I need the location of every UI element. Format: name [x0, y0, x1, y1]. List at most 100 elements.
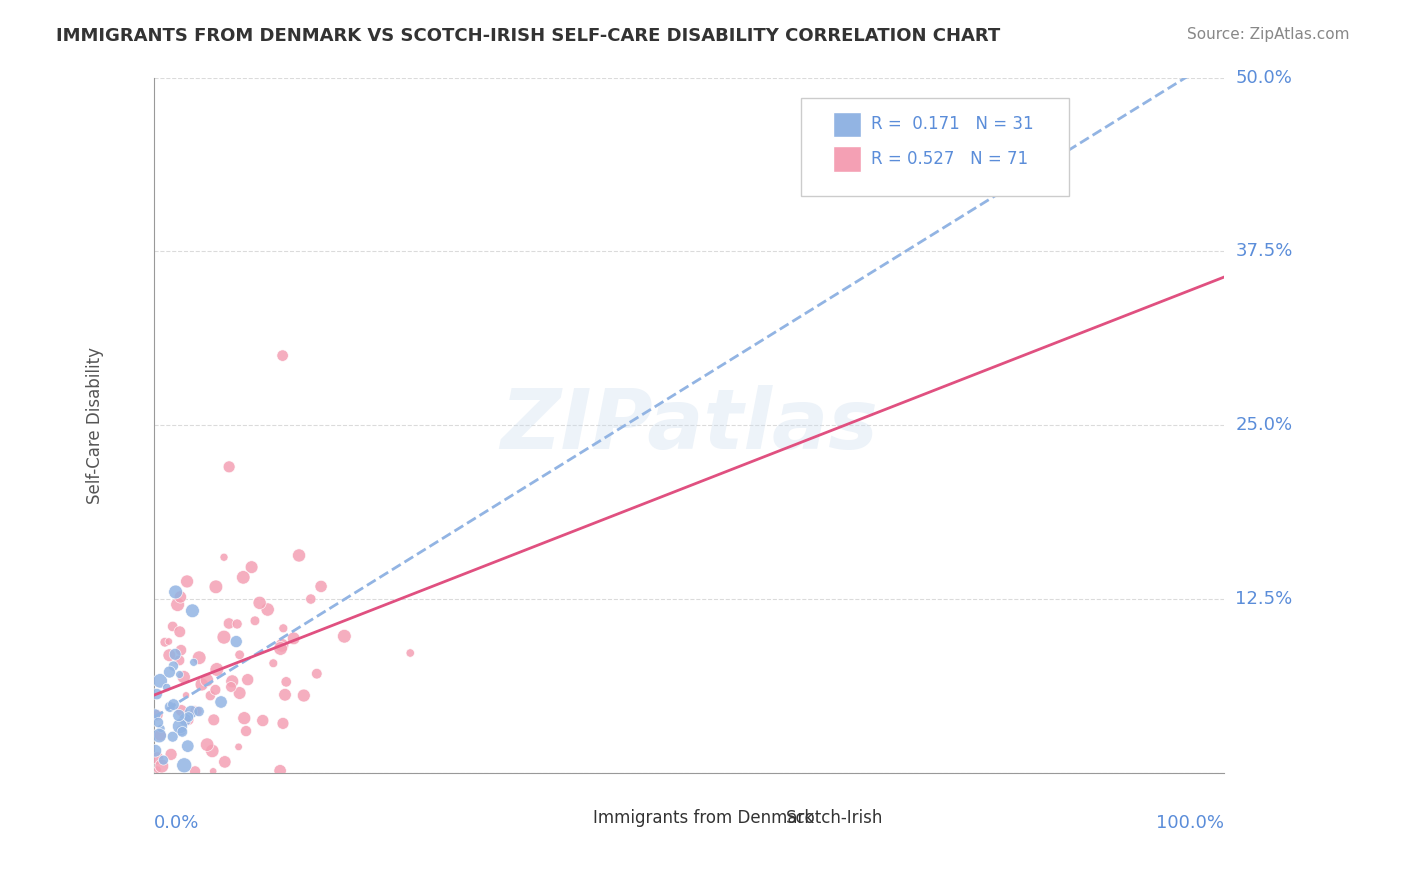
- Point: [228, 648, 250, 662]
- Point: [146, 763, 169, 777]
- Point: [170, 643, 193, 657]
- Point: [218, 616, 240, 631]
- Text: R =  0.171   N = 31: R = 0.171 N = 31: [872, 115, 1033, 133]
- Point: [232, 570, 254, 584]
- Point: [170, 723, 193, 738]
- Point: [219, 680, 242, 694]
- Point: [174, 688, 197, 702]
- Point: [205, 663, 228, 677]
- Point: [288, 549, 311, 563]
- Point: [166, 598, 188, 612]
- Point: [218, 459, 240, 474]
- Point: [169, 653, 191, 667]
- Point: [225, 634, 247, 648]
- Point: [270, 641, 292, 656]
- Point: [226, 617, 249, 632]
- Point: [271, 716, 294, 731]
- Text: ZIPatlas: ZIPatlas: [501, 384, 879, 466]
- Point: [399, 646, 422, 660]
- Point: [169, 590, 191, 604]
- Point: [204, 682, 226, 697]
- Point: [181, 604, 204, 618]
- Point: [169, 624, 191, 639]
- FancyBboxPatch shape: [832, 146, 862, 172]
- Text: 12.5%: 12.5%: [1236, 590, 1292, 608]
- Point: [180, 705, 202, 719]
- Point: [165, 648, 187, 662]
- Point: [152, 753, 174, 767]
- Point: [177, 739, 200, 753]
- Point: [214, 755, 236, 769]
- Point: [162, 619, 184, 633]
- Point: [157, 634, 180, 648]
- Point: [202, 713, 225, 727]
- Point: [202, 764, 225, 779]
- FancyBboxPatch shape: [752, 806, 782, 829]
- Point: [176, 574, 198, 589]
- Point: [195, 738, 218, 752]
- Point: [184, 703, 207, 717]
- Point: [143, 707, 166, 722]
- Point: [183, 655, 205, 669]
- Point: [299, 592, 322, 607]
- Point: [249, 596, 271, 610]
- Point: [209, 695, 232, 709]
- Text: Scotch-Irish: Scotch-Irish: [786, 809, 883, 827]
- Point: [262, 657, 284, 671]
- Text: 25.0%: 25.0%: [1236, 417, 1292, 434]
- Point: [146, 751, 169, 765]
- Point: [233, 711, 256, 725]
- Point: [159, 699, 181, 714]
- Point: [162, 659, 184, 673]
- Point: [212, 630, 235, 644]
- Point: [173, 758, 195, 772]
- Point: [273, 621, 295, 635]
- Point: [162, 730, 184, 744]
- Point: [150, 722, 173, 736]
- FancyBboxPatch shape: [560, 806, 589, 829]
- Point: [190, 677, 212, 691]
- Point: [283, 632, 305, 646]
- Text: Self-Care Disability: Self-Care Disability: [86, 347, 104, 504]
- Text: 50.0%: 50.0%: [1236, 69, 1292, 87]
- Point: [240, 560, 263, 574]
- Point: [143, 744, 166, 758]
- Point: [174, 713, 197, 727]
- Text: 37.5%: 37.5%: [1236, 243, 1292, 260]
- Point: [256, 602, 278, 616]
- Point: [200, 689, 222, 703]
- Point: [160, 747, 183, 762]
- Point: [170, 704, 193, 718]
- Point: [153, 635, 176, 649]
- Point: [150, 759, 173, 773]
- Point: [156, 681, 179, 695]
- Point: [236, 673, 259, 687]
- Point: [148, 729, 170, 743]
- Point: [172, 724, 194, 739]
- Point: [243, 614, 266, 628]
- Point: [305, 666, 328, 681]
- Point: [173, 670, 195, 684]
- Point: [165, 585, 187, 599]
- Point: [148, 715, 170, 730]
- Text: Source: ZipAtlas.com: Source: ZipAtlas.com: [1187, 27, 1350, 42]
- Point: [212, 550, 235, 565]
- Point: [201, 744, 224, 758]
- Point: [309, 579, 332, 593]
- Point: [149, 673, 172, 688]
- Point: [276, 674, 298, 689]
- Point: [159, 665, 181, 679]
- Point: [333, 629, 356, 643]
- Point: [184, 764, 207, 779]
- Point: [188, 705, 211, 719]
- Text: R = 0.527   N = 71: R = 0.527 N = 71: [872, 150, 1028, 168]
- Point: [149, 728, 172, 742]
- Point: [167, 708, 190, 723]
- Point: [228, 686, 250, 700]
- Point: [195, 673, 218, 687]
- Point: [292, 689, 315, 703]
- Text: 100.0%: 100.0%: [1156, 814, 1225, 832]
- FancyBboxPatch shape: [832, 112, 862, 137]
- Point: [252, 714, 274, 728]
- Point: [186, 704, 208, 718]
